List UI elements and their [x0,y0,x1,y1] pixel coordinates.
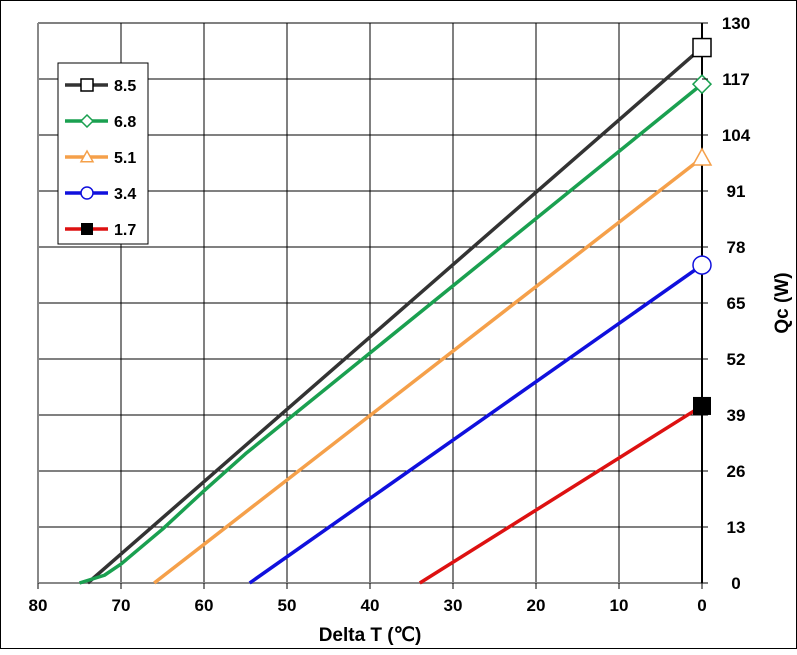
series-line-1.7 [418,404,703,585]
y-tick-label: 117 [722,70,749,89]
marker-diamond [79,113,95,129]
series-line-6.8 [78,82,704,585]
legend-box [57,62,149,245]
x-tick-label: 0 [697,596,706,615]
marker-circle [80,186,94,200]
x-tick-label: 60 [195,596,214,615]
x-tick-label: 20 [527,596,546,615]
y-tick-label: 26 [727,462,746,481]
marker-square-open [80,78,94,92]
legend-label: 8.5 [114,78,136,95]
marker-square-filled [693,396,711,415]
x-axis-label: Delta T (℃) [319,625,422,646]
x-tick-label: 30 [444,596,463,615]
y-tick-label: 0 [731,574,740,593]
x-tick-label: 10 [610,596,629,615]
x-tick-label: 70 [112,596,131,615]
y-tick-label: 91 [727,182,746,201]
x-tick-label: 50 [278,596,297,615]
marker-triangle [691,147,713,166]
y-tick-label: 13 [727,518,746,537]
y-tick-label: 52 [727,350,746,369]
legend-label: 3.4 [114,186,136,203]
x-tick-label: 80 [29,596,48,615]
legend-label: 6.8 [114,114,136,131]
marker-square-open [692,37,712,58]
y-tick-label: 65 [727,294,746,313]
series-line-8.5 [86,46,704,585]
legend-label: 1.7 [114,222,136,239]
legend-background [58,63,148,244]
legend-label: 5.1 [114,150,136,167]
y-tick-label: 39 [727,406,746,425]
marker-circle [692,255,712,275]
x-tick-label: 40 [361,596,380,615]
y-tick-label: 130 [722,14,750,33]
y-axis-label: Qc (W) [772,272,793,333]
marker-diamond [691,74,713,95]
series-line-5.1 [153,156,704,585]
series-line-3.4 [248,263,704,585]
y-tick-label: 104 [722,126,751,145]
marker-triangle [79,149,95,163]
marker-square-filled [81,223,93,235]
y-tick-label: 78 [727,238,746,257]
